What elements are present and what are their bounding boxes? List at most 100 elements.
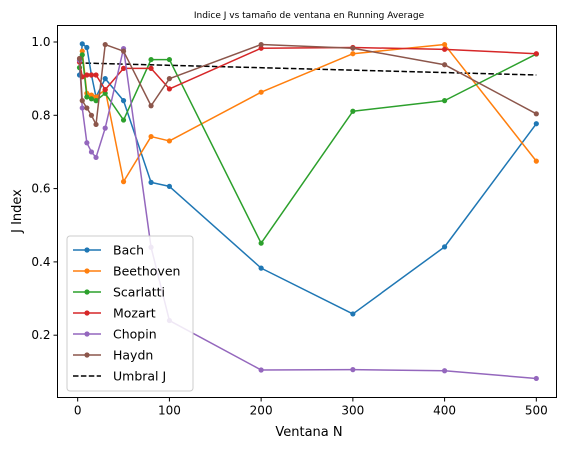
data-point [120,117,127,123]
data-point [350,311,356,317]
data-point [79,48,85,54]
data-point [148,103,154,109]
data-point [93,98,99,104]
data-point [533,121,539,127]
legend-box [66,235,194,392]
legend-marker [84,352,90,358]
data-point [441,368,448,374]
legend-marker [84,289,90,295]
x-tick-label: 200 [250,404,273,418]
data-point [533,51,539,57]
chart-title: Indice J vs tamaño de ventana en Running… [194,11,425,21]
data-point [79,105,85,111]
data-point [441,62,448,68]
data-point [88,112,95,118]
data-point [166,56,173,63]
data-point [533,111,539,117]
series-bach [76,41,539,317]
plot-area [76,41,539,382]
data-point [350,367,356,373]
data-point [350,51,356,57]
legend-marker [84,247,90,253]
data-point [258,89,264,95]
data-point [533,375,539,382]
data-point [258,240,264,246]
data-point [533,158,539,164]
y-tick-label: 0.2 [31,328,50,342]
series-line-haydn [78,43,537,126]
data-point [258,265,264,271]
data-point [148,133,154,140]
y-tick-label: 0.4 [31,255,50,269]
data-point [84,140,90,146]
legend: Bach Beethoven Scarlatti Mozart Chopin Haydn U… [66,235,194,392]
data-point [441,46,448,52]
data-point [88,92,95,98]
data-point [88,149,95,155]
x-tick-label: 500 [525,404,548,418]
legend-label: Chopin [113,327,157,342]
data-point [93,154,99,161]
legend-marker [84,310,90,316]
data-point [79,41,85,47]
data-point [350,45,356,51]
data-point [350,108,356,114]
data-point [148,65,154,71]
data-point [79,98,85,104]
data-point [166,138,173,144]
data-point [93,72,99,78]
series-beethoven [76,41,539,185]
data-point [258,367,264,373]
data-point [84,72,90,78]
data-point [79,52,85,58]
data-point [102,87,108,93]
x-axis: 0 100 200 300 400 500 [74,397,548,418]
data-point [102,90,108,96]
data-point [120,48,127,54]
data-point [102,76,108,82]
data-point [102,41,108,48]
data-point [148,179,154,185]
data-point [148,56,154,63]
data-point [88,72,95,78]
legend-label: Beethoven [113,264,180,279]
x-axis-label: Ventana N [275,425,342,440]
x-tick-label: 100 [158,404,181,418]
data-point [166,183,173,189]
legend-label: Umbral J [113,369,166,384]
data-point [258,41,264,48]
x-tick-label: 400 [433,404,456,418]
data-point [102,125,108,131]
y-tick-label: 0.8 [31,108,50,122]
data-point [76,55,83,62]
legend-label: Scarlatti [113,285,165,300]
data-point [93,121,99,128]
data-point [84,94,90,100]
data-point [441,41,448,48]
series-haydn [76,41,539,128]
legend-label: Haydn [113,348,153,363]
data-point [258,45,264,51]
plot-frame [57,25,557,398]
y-tick-label: 0.6 [31,182,50,196]
data-point [84,44,90,51]
x-tick-label: 300 [341,404,364,418]
legend-label: Bach [113,243,144,258]
data-point [441,98,448,104]
data-point [166,76,173,82]
y-tick-label: 1.0 [31,35,50,49]
legend-label: Mozart [113,306,156,321]
data-point [166,86,173,92]
y-axis-label: J Index [10,189,25,234]
data-point [88,96,95,102]
data-point [120,98,127,104]
legend-marker [84,331,90,337]
data-point [84,105,90,111]
x-tick-label: 0 [74,404,82,418]
legend-marker [84,268,90,274]
data-point [441,244,448,250]
data-point [93,94,99,100]
y-axis: 0.2 0.4 0.6 0.8 1.0 [31,35,58,342]
data-point [120,179,127,185]
